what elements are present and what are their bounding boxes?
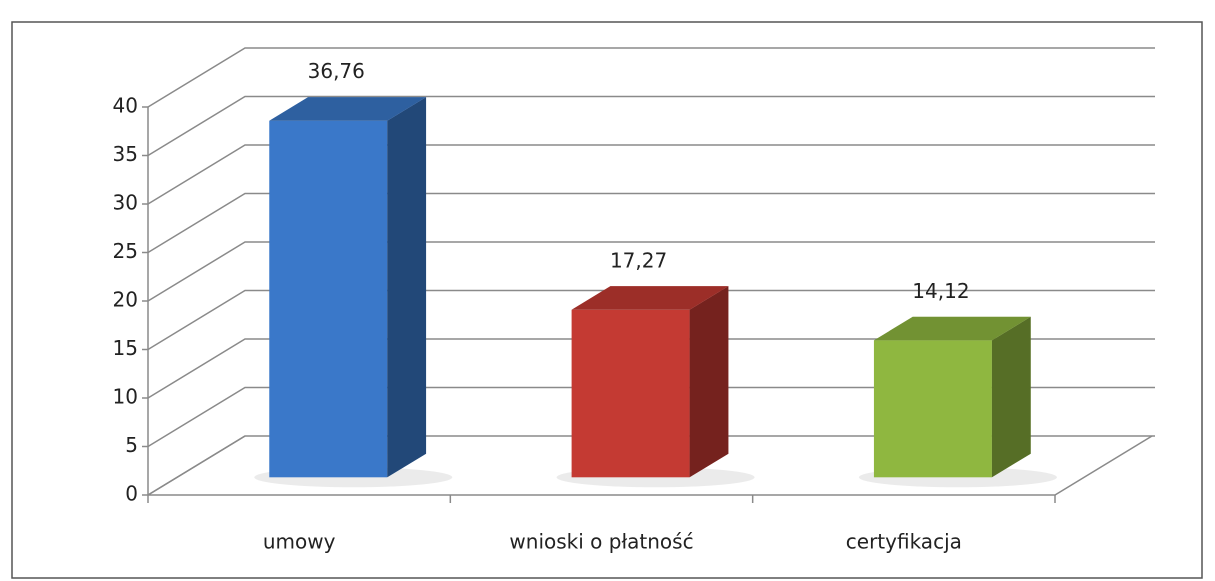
grid-line — [147, 338, 1155, 399]
grid-line — [147, 241, 1155, 302]
bar-top — [873, 316, 1031, 341]
bar-top-shade — [269, 97, 427, 121]
y-tick-label: 40 — [113, 94, 138, 118]
grid-line — [147, 386, 1155, 448]
y-tick-label: 30 — [113, 191, 138, 215]
bar-side-shade — [689, 286, 729, 478]
value-label: 14,12 — [912, 279, 969, 303]
bar-side — [387, 97, 427, 478]
grid-line — [147, 47, 1155, 108]
bar-side-shade — [387, 97, 427, 478]
grid-line — [147, 95, 1155, 157]
bar-top-shade — [571, 286, 729, 310]
bar-side — [689, 286, 729, 478]
y-tick-label: 5 — [125, 433, 138, 457]
value-label: 36,76 — [308, 59, 365, 83]
grid-line — [147, 144, 1155, 205]
y-tick-label: 25 — [113, 239, 138, 263]
bar — [571, 309, 690, 478]
y-tick-label: 35 — [113, 142, 138, 166]
value-label: 17,27 — [610, 248, 667, 272]
bar-top-shade — [873, 316, 1031, 341]
y-tick-label: 20 — [113, 288, 138, 312]
bar-top — [571, 286, 729, 310]
bar — [269, 120, 388, 478]
y-tick-label: 10 — [113, 385, 138, 409]
y-tick-label: 0 — [125, 482, 138, 506]
x-tick-label: wnioski o płatność — [509, 530, 693, 554]
bar — [873, 340, 992, 478]
bar-top — [269, 97, 427, 121]
grid-line — [147, 192, 1155, 254]
bar-side-shade — [991, 316, 1031, 478]
x-tick-label: umowy — [263, 530, 336, 554]
x-tick-label: certyfikacja — [846, 530, 962, 554]
bar-side — [991, 316, 1031, 478]
grid-line — [147, 435, 1155, 496]
grid-line — [147, 289, 1155, 351]
y-tick-label: 15 — [113, 336, 138, 360]
